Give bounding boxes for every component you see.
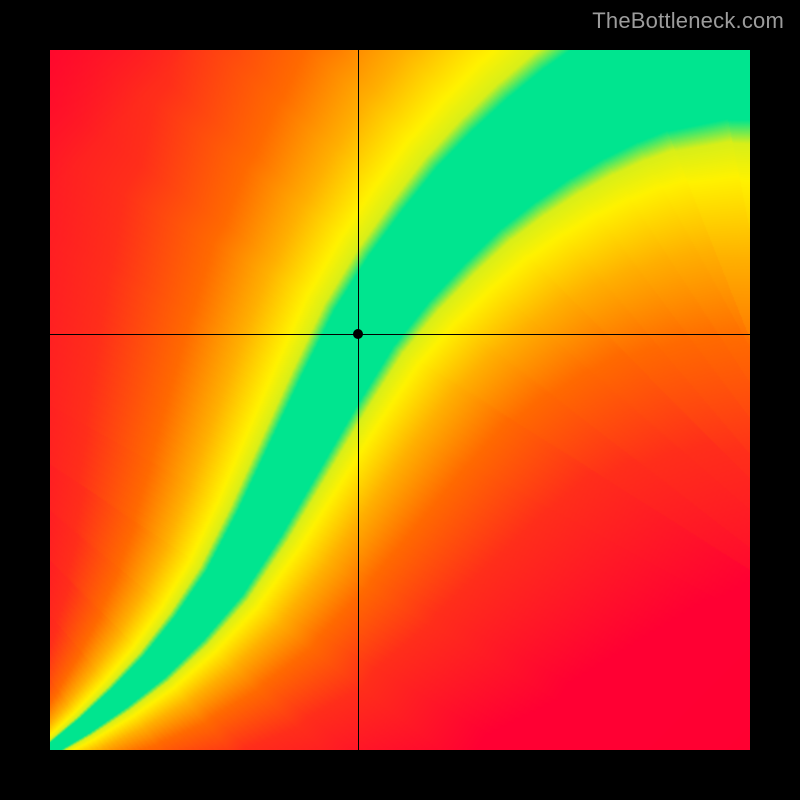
watermark-text: TheBottleneck.com bbox=[592, 8, 784, 34]
crosshair-horizontal bbox=[50, 334, 750, 335]
heatmap-canvas bbox=[50, 50, 750, 750]
crosshair-vertical bbox=[358, 50, 359, 750]
plot-area bbox=[50, 50, 750, 750]
crosshair-marker-dot bbox=[353, 329, 363, 339]
